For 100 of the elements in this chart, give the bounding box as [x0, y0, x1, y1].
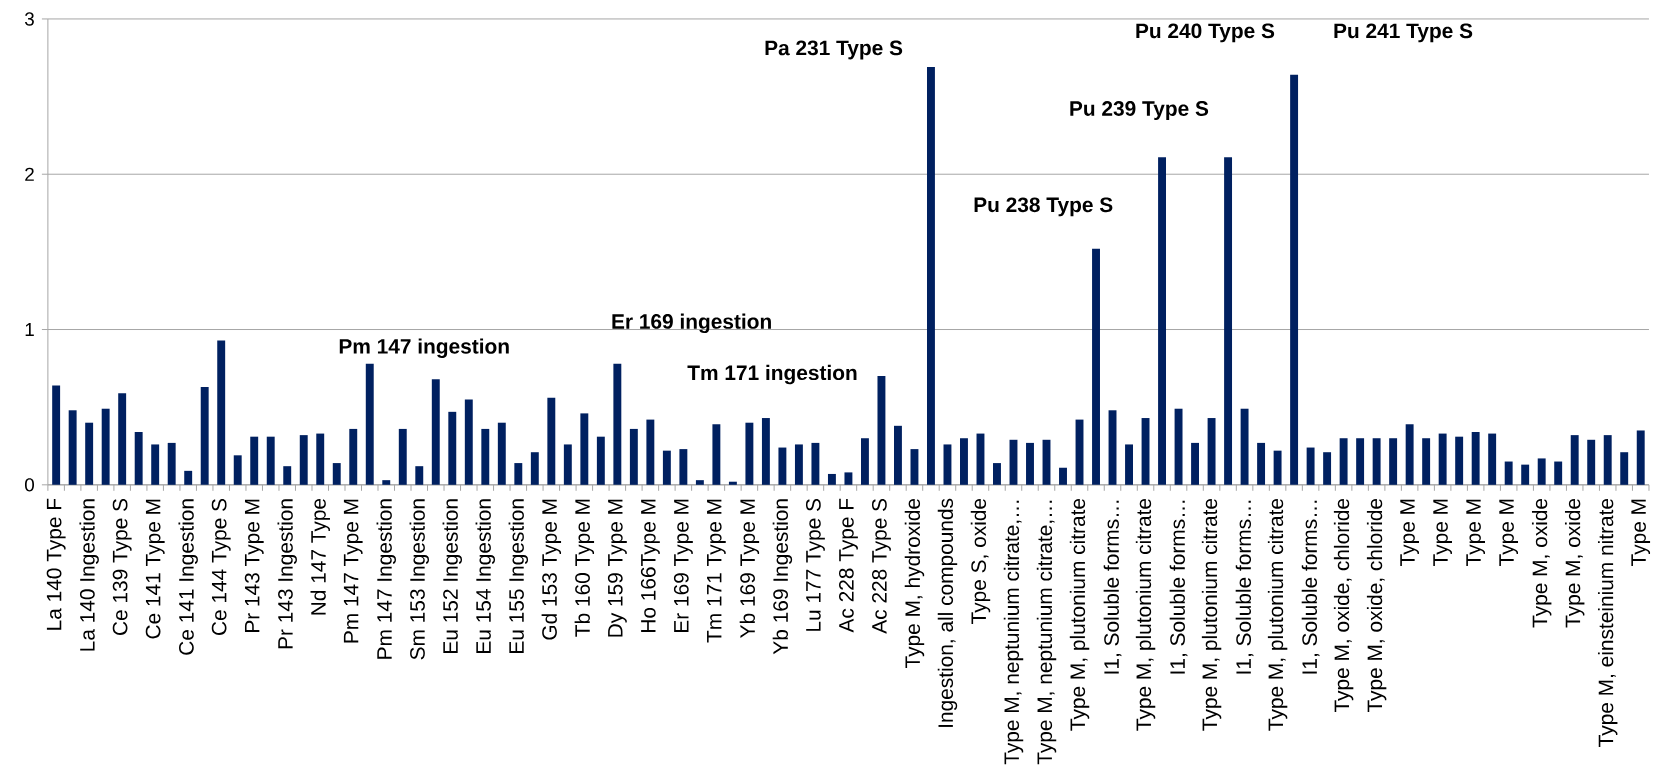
- annotation: Pu 238 Type S: [974, 197, 1113, 217]
- bar: [646, 419, 655, 485]
- bar: [530, 452, 539, 485]
- x-tick-label: Pr 143 Type M: [244, 499, 264, 632]
- x-tick-label: Type M: [1631, 499, 1651, 566]
- bar: [1224, 157, 1233, 485]
- bar: [514, 463, 523, 485]
- bar: [1092, 248, 1100, 485]
- bar: [151, 444, 160, 485]
- bar: [728, 481, 737, 485]
- bar: [1422, 438, 1431, 485]
- bar: [1488, 433, 1497, 485]
- bar: [365, 363, 374, 485]
- x-tick-label: Type M: [1400, 499, 1419, 566]
- bar: [266, 436, 275, 485]
- bar: [299, 435, 308, 485]
- x-tick-label: Type M: [1499, 499, 1519, 566]
- bar: [118, 393, 127, 485]
- bar: [778, 447, 787, 485]
- bar: [481, 428, 490, 485]
- y-tick-label: 2: [25, 167, 34, 181]
- bar: [85, 422, 94, 485]
- bar: [613, 363, 622, 485]
- y-tick-label: 3: [24, 12, 34, 26]
- bar: [993, 463, 1001, 485]
- bar: [464, 399, 473, 485]
- x-tick-label: Tb 160 Type M: [574, 499, 595, 637]
- x-tick-label: Ce 139 Type S: [112, 498, 132, 635]
- x-tick-label: Ce 141 Ingestion: [178, 499, 198, 655]
- bar: [200, 386, 209, 485]
- bar: [893, 425, 902, 485]
- x-tick-label: La 140 Ingestion: [79, 499, 99, 651]
- annotation: Pu 240 Type S: [1136, 23, 1275, 43]
- bar: [1026, 442, 1034, 485]
- x-tick-label: I1, Soluble forms…: [1235, 500, 1254, 674]
- bar: [1455, 436, 1464, 485]
- x-tick-label: Tm 171 Type M: [707, 499, 726, 643]
- bar: [1356, 438, 1365, 485]
- bar: [1257, 442, 1266, 485]
- bar: [547, 397, 556, 485]
- x-tick-label: Ac 228 Type F: [838, 498, 858, 633]
- x-tick-label: Type M, plutonium citrate: [1267, 498, 1288, 731]
- x-tick-label: Type M, plutonium citrate: [1135, 498, 1156, 731]
- x-tick-label: Yb 169 Type M: [739, 499, 760, 638]
- bar: [349, 428, 358, 485]
- x-tick-label: Ho 166Type M: [640, 499, 660, 632]
- bar: [134, 431, 143, 485]
- bar: [1273, 450, 1282, 485]
- x-tick-label: Type M, einsteinium nitrate: [1597, 498, 1618, 747]
- bar: [1521, 464, 1530, 485]
- bar: [910, 449, 919, 485]
- x-tick-label: Type M, oxide, chloride: [1333, 498, 1354, 713]
- x-tick-label: I1, Soluble forms…: [1301, 500, 1320, 674]
- bar: [1554, 461, 1563, 485]
- x-tick-label: Type M, oxide: [1531, 498, 1552, 628]
- x-tick-label: Type M, oxide: [1564, 498, 1585, 628]
- annotation: Er 169 ingestion: [612, 313, 771, 334]
- bar: [745, 422, 754, 485]
- bar: [943, 444, 952, 485]
- x-tick-label: Er 169 Type M: [673, 499, 693, 632]
- bar: [1587, 439, 1596, 485]
- annotation: Tm 171 ingestion: [687, 364, 857, 385]
- annotation: Pu 241 Type S: [1334, 23, 1473, 43]
- x-tick-label: La 140 Type F: [46, 498, 66, 630]
- bar: [101, 408, 110, 485]
- bar: [1504, 461, 1513, 485]
- bar: [1389, 438, 1398, 485]
- x-tick-label: Eu 155 Ingestion: [508, 499, 529, 653]
- y-tick-label: 1: [25, 322, 34, 336]
- bar: [398, 428, 407, 485]
- bar: [1471, 431, 1480, 485]
- x-tick-label: Nd 147 Type: [310, 498, 330, 615]
- x-tick-label: Type M, plutonium citrate: [1069, 498, 1090, 731]
- x-tick-label: Sm 153 Ingestion: [409, 499, 429, 660]
- bar: [1306, 447, 1315, 485]
- bar: [1207, 417, 1216, 485]
- bar: [167, 442, 176, 485]
- bar: [233, 455, 242, 485]
- bar: [448, 411, 457, 485]
- x-tick-label: Type M, plutonium citrate: [1201, 498, 1222, 731]
- bar: [184, 470, 193, 485]
- bar: [283, 466, 292, 485]
- bar: [844, 472, 853, 485]
- x-tick-label: Dy 159 Type M: [607, 499, 627, 637]
- bar: [563, 444, 572, 485]
- bar: [1372, 438, 1381, 485]
- x-tick-label: Pm 147 Ingestion: [376, 499, 396, 659]
- bar: [1405, 424, 1414, 485]
- x-tick-label: Type M: [1433, 499, 1452, 566]
- bar: [761, 417, 770, 485]
- x-tick-label: Eu 154 Ingestion: [475, 499, 496, 653]
- x-tick-label: Type M, neptunium citrate,…: [1036, 500, 1057, 765]
- x-tick-label: Lu 177 Type S: [805, 498, 825, 631]
- x-tick-label: Eu 152 Ingestion: [442, 499, 463, 653]
- bar: [629, 428, 638, 485]
- annotation: Pm 147 ingestion: [339, 338, 509, 358]
- annotation: Pa 231 Type S: [765, 40, 903, 60]
- x-tick-label: Type M, oxide, chloride: [1366, 498, 1387, 713]
- bar: [712, 424, 721, 485]
- bar: [382, 480, 391, 485]
